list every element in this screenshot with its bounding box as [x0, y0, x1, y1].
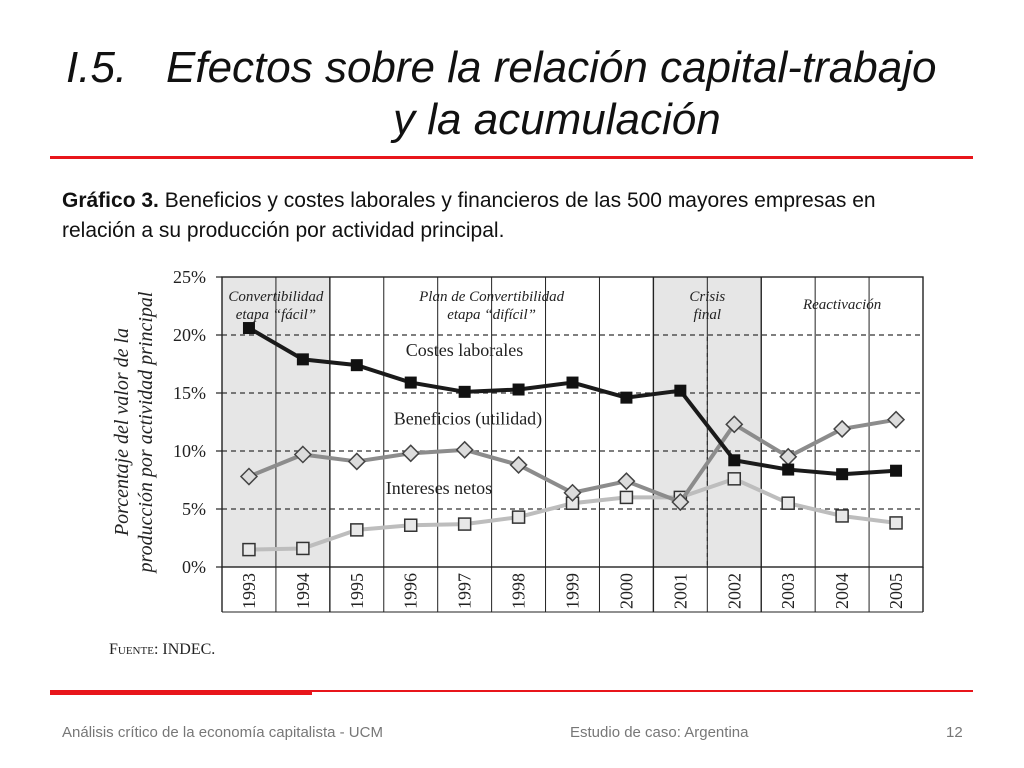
marker-point — [296, 541, 310, 556]
marker-point — [511, 510, 526, 524]
marker-point — [242, 322, 255, 335]
series-label-2: Intereses netos — [386, 478, 492, 498]
y-tick-label: 10% — [173, 441, 206, 461]
title-line-1: I.5. Efectos sobre la relación capital-tr… — [66, 42, 936, 94]
source-note: Fuente: INDEC. — [109, 641, 215, 658]
line-chart: 0% 5% 10% 15% 20% 25% 1993 1994 1995 1996 1997 199… — [109, 267, 924, 658]
period-label-1: Plan de Convertibilidad — [418, 289, 564, 305]
source-value: : INDEC. — [154, 641, 215, 658]
x-tick-label: 2004 — [832, 573, 852, 609]
marker-point — [727, 472, 742, 486]
footer-left: Análisis crítico de la economía capitali… — [62, 724, 383, 741]
marker-point — [296, 353, 309, 366]
marker-point — [350, 523, 364, 537]
marker-point — [458, 385, 471, 398]
y-tick-label: 15% — [173, 383, 206, 403]
source-label: Fuente — [109, 641, 154, 658]
y-axis-label-line-2: producción por actividad principal — [135, 291, 157, 574]
marker-point — [563, 483, 582, 502]
title-underline — [50, 156, 973, 159]
marker-point — [566, 376, 579, 389]
marker-point — [509, 455, 528, 474]
marker-point — [403, 518, 418, 532]
footer-rule — [50, 690, 973, 692]
x-tick-label: 1998 — [509, 573, 529, 609]
marker-point — [836, 468, 849, 481]
marker-point — [782, 463, 795, 476]
x-tick-label: 2001 — [670, 573, 690, 609]
marker-point — [674, 384, 687, 397]
x-tick-label: 1994 — [293, 573, 313, 609]
footer-rule-accent — [50, 690, 312, 695]
y-axis-label-line-1: Porcentaje del valor de la — [111, 328, 133, 537]
x-tick-label: 2002 — [724, 573, 744, 609]
marker-point — [617, 472, 636, 491]
title-line-2: y la acumulación — [393, 95, 721, 144]
marker-point — [833, 419, 852, 439]
title-number: I.5. — [66, 43, 128, 92]
y-tick-label: 5% — [182, 499, 206, 519]
marker-point — [457, 517, 472, 531]
marker-point — [239, 467, 259, 486]
x-tick-label: 1993 — [239, 573, 259, 609]
period-label-1-line-2: etapa “difícil” — [447, 307, 536, 323]
x-tick-label: 2003 — [778, 573, 798, 609]
marker-point — [725, 415, 744, 434]
x-tick-label: 2005 — [886, 573, 906, 609]
y-tick-label: 25% — [173, 267, 206, 287]
marker-point — [728, 454, 741, 467]
marker-point — [886, 410, 906, 429]
period-label-3: Reactivación — [802, 297, 881, 313]
marker-point — [404, 376, 417, 389]
chart-caption: Gráfico 3. Beneficios y costes laborales… — [62, 186, 942, 246]
x-tick-label: 1996 — [401, 573, 421, 609]
marker-point — [671, 492, 690, 512]
marker-point — [620, 391, 633, 404]
x-tick-label: 2000 — [616, 573, 636, 609]
caption-text: Beneficios y costes laborales y financie… — [62, 189, 876, 242]
caption-label: Gráfico 3. — [62, 189, 159, 212]
marker-point — [781, 496, 795, 510]
marker-point — [401, 444, 420, 463]
chart-container: 0% 5% 10% 15% 20% 25% 1993 1994 1995 1996 1997 199… — [100, 262, 940, 662]
page-number: 12 — [946, 724, 963, 741]
marker-point — [835, 509, 849, 523]
marker-point — [619, 490, 634, 505]
x-tick-label: 1995 — [347, 573, 367, 609]
period-label-0-line-2: etapa “fácil” — [236, 307, 316, 323]
marker-point — [293, 445, 312, 464]
marker-point — [347, 452, 366, 471]
y-tick-label: 0% — [182, 557, 206, 577]
period-label-2-line-2: final — [694, 307, 722, 323]
x-tick-label: 1999 — [563, 573, 583, 609]
period-label-0: Convertibilidad — [228, 289, 323, 305]
marker-point — [889, 516, 903, 530]
series-label-0: Costes laborales — [406, 340, 523, 360]
footer-center: Estudio de caso: Argentina — [570, 724, 749, 741]
marker-point — [890, 464, 903, 477]
x-tick-label: 1997 — [455, 573, 475, 609]
marker-point — [242, 542, 256, 557]
marker-point — [455, 440, 474, 459]
y-tick-label: 20% — [173, 325, 206, 345]
title-text-1: Efectos sobre la relación capital-trabaj… — [166, 43, 937, 92]
marker-point — [350, 359, 363, 372]
series-label-1: Beneficios (utilidad) — [394, 408, 542, 429]
plot-frame — [221, 276, 924, 568]
period-label-2: Crisis — [689, 289, 725, 305]
marker-point — [512, 383, 525, 396]
